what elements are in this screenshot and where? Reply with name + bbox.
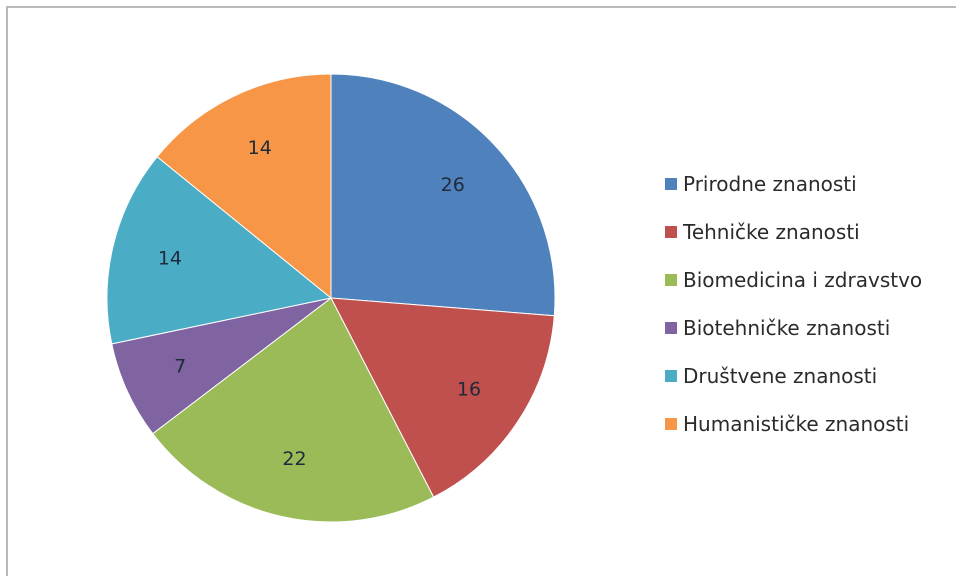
legend-swatch: [665, 418, 677, 430]
legend-item-drustvene-znanosti: Društvene znanosti: [665, 352, 955, 400]
legend-label: Biotehničke znanosti: [683, 316, 891, 340]
pie-slice-biomedicina-i-zdravstvo: [152, 297, 435, 523]
legend-item-tehnicke-znanosti: Tehničke znanosti: [665, 208, 955, 256]
data-label-tehnicke-znanosti: 16: [457, 378, 481, 400]
legend-label: Društvene znanosti: [683, 364, 878, 388]
data-label-biotehnicke-znanosti: 7: [174, 355, 186, 377]
legend-label: Biomedicina i zdravstvo: [683, 268, 923, 292]
legend-swatch: [665, 322, 677, 334]
legend-label: Tehničke znanosti: [683, 220, 860, 244]
legend-item-biomedicina-i-zdravstvo: Biomedicina i zdravstvo: [665, 256, 955, 304]
pie-slice-drustvene-znanosti: [106, 156, 333, 345]
chart-frame: [6, 6, 956, 576]
legend-item-humanisticke-znanosti: Humanističke znanosti: [665, 400, 955, 448]
chart-legend: Prirodne znanosti Tehničke znanosti Biomed…: [665, 160, 955, 448]
legend-swatch: [665, 274, 677, 286]
legend-swatch: [665, 178, 677, 190]
data-label-humanisticke-znanosti: 14: [248, 137, 272, 159]
pie-slice-prirodne-znanosti: [330, 73, 556, 317]
pie-slices: [106, 73, 556, 523]
legend-item-prirodne-znanosti: Prirodne znanosti: [665, 160, 955, 208]
pie-data-labels: 26 16 22 7 14 14: [158, 137, 481, 470]
legend-label: Humanističke znanosti: [683, 412, 910, 436]
pie-slice-humanisticke-znanosti: [156, 73, 332, 300]
legend-label: Prirodne znanosti: [683, 172, 857, 196]
legend-item-biotehnicke-znanosti: Biotehničke znanosti: [665, 304, 955, 352]
pie-slice-tehnicke-znanosti: [330, 297, 555, 498]
data-label-prirodne-znanosti: 26: [441, 174, 465, 196]
legend-swatch: [665, 370, 677, 382]
data-label-biomedicina-i-zdravstvo: 22: [282, 448, 306, 470]
data-label-drustvene-znanosti: 14: [158, 247, 182, 269]
legend-swatch: [665, 226, 677, 238]
